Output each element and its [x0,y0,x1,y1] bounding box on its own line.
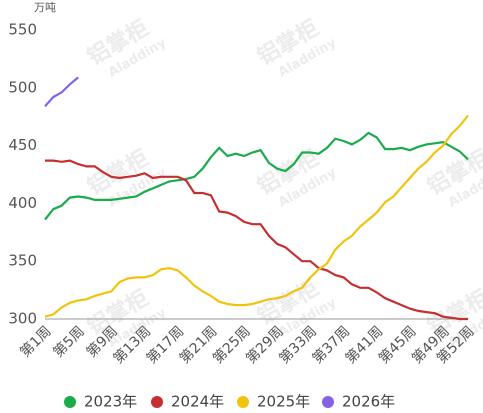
series-line [44,76,79,108]
y-tick-label: 400 [8,194,37,212]
legend-marker [322,396,334,408]
legend-label: 2025年 [257,393,310,411]
legend-marker [64,396,76,408]
series-line [45,159,468,321]
series-line [44,114,469,318]
legend-label: 2024年 [171,393,224,411]
legend-marker [237,396,249,408]
y-tick-label: 550 [8,21,37,39]
legend-label: 2023年 [84,393,137,411]
x-tick-label: 第1周 [17,323,55,361]
y-tick-label: 300 [8,310,37,328]
series-line [44,131,469,221]
y-tick-label: 450 [8,136,37,154]
y-tick-label: 500 [8,78,37,96]
x-tick-label: 第5周 [50,323,88,361]
legend-label: 2026年 [342,393,395,411]
y-tick-label: 350 [8,252,37,270]
legend-marker [151,396,163,408]
y-unit: 万吨 [34,1,56,14]
